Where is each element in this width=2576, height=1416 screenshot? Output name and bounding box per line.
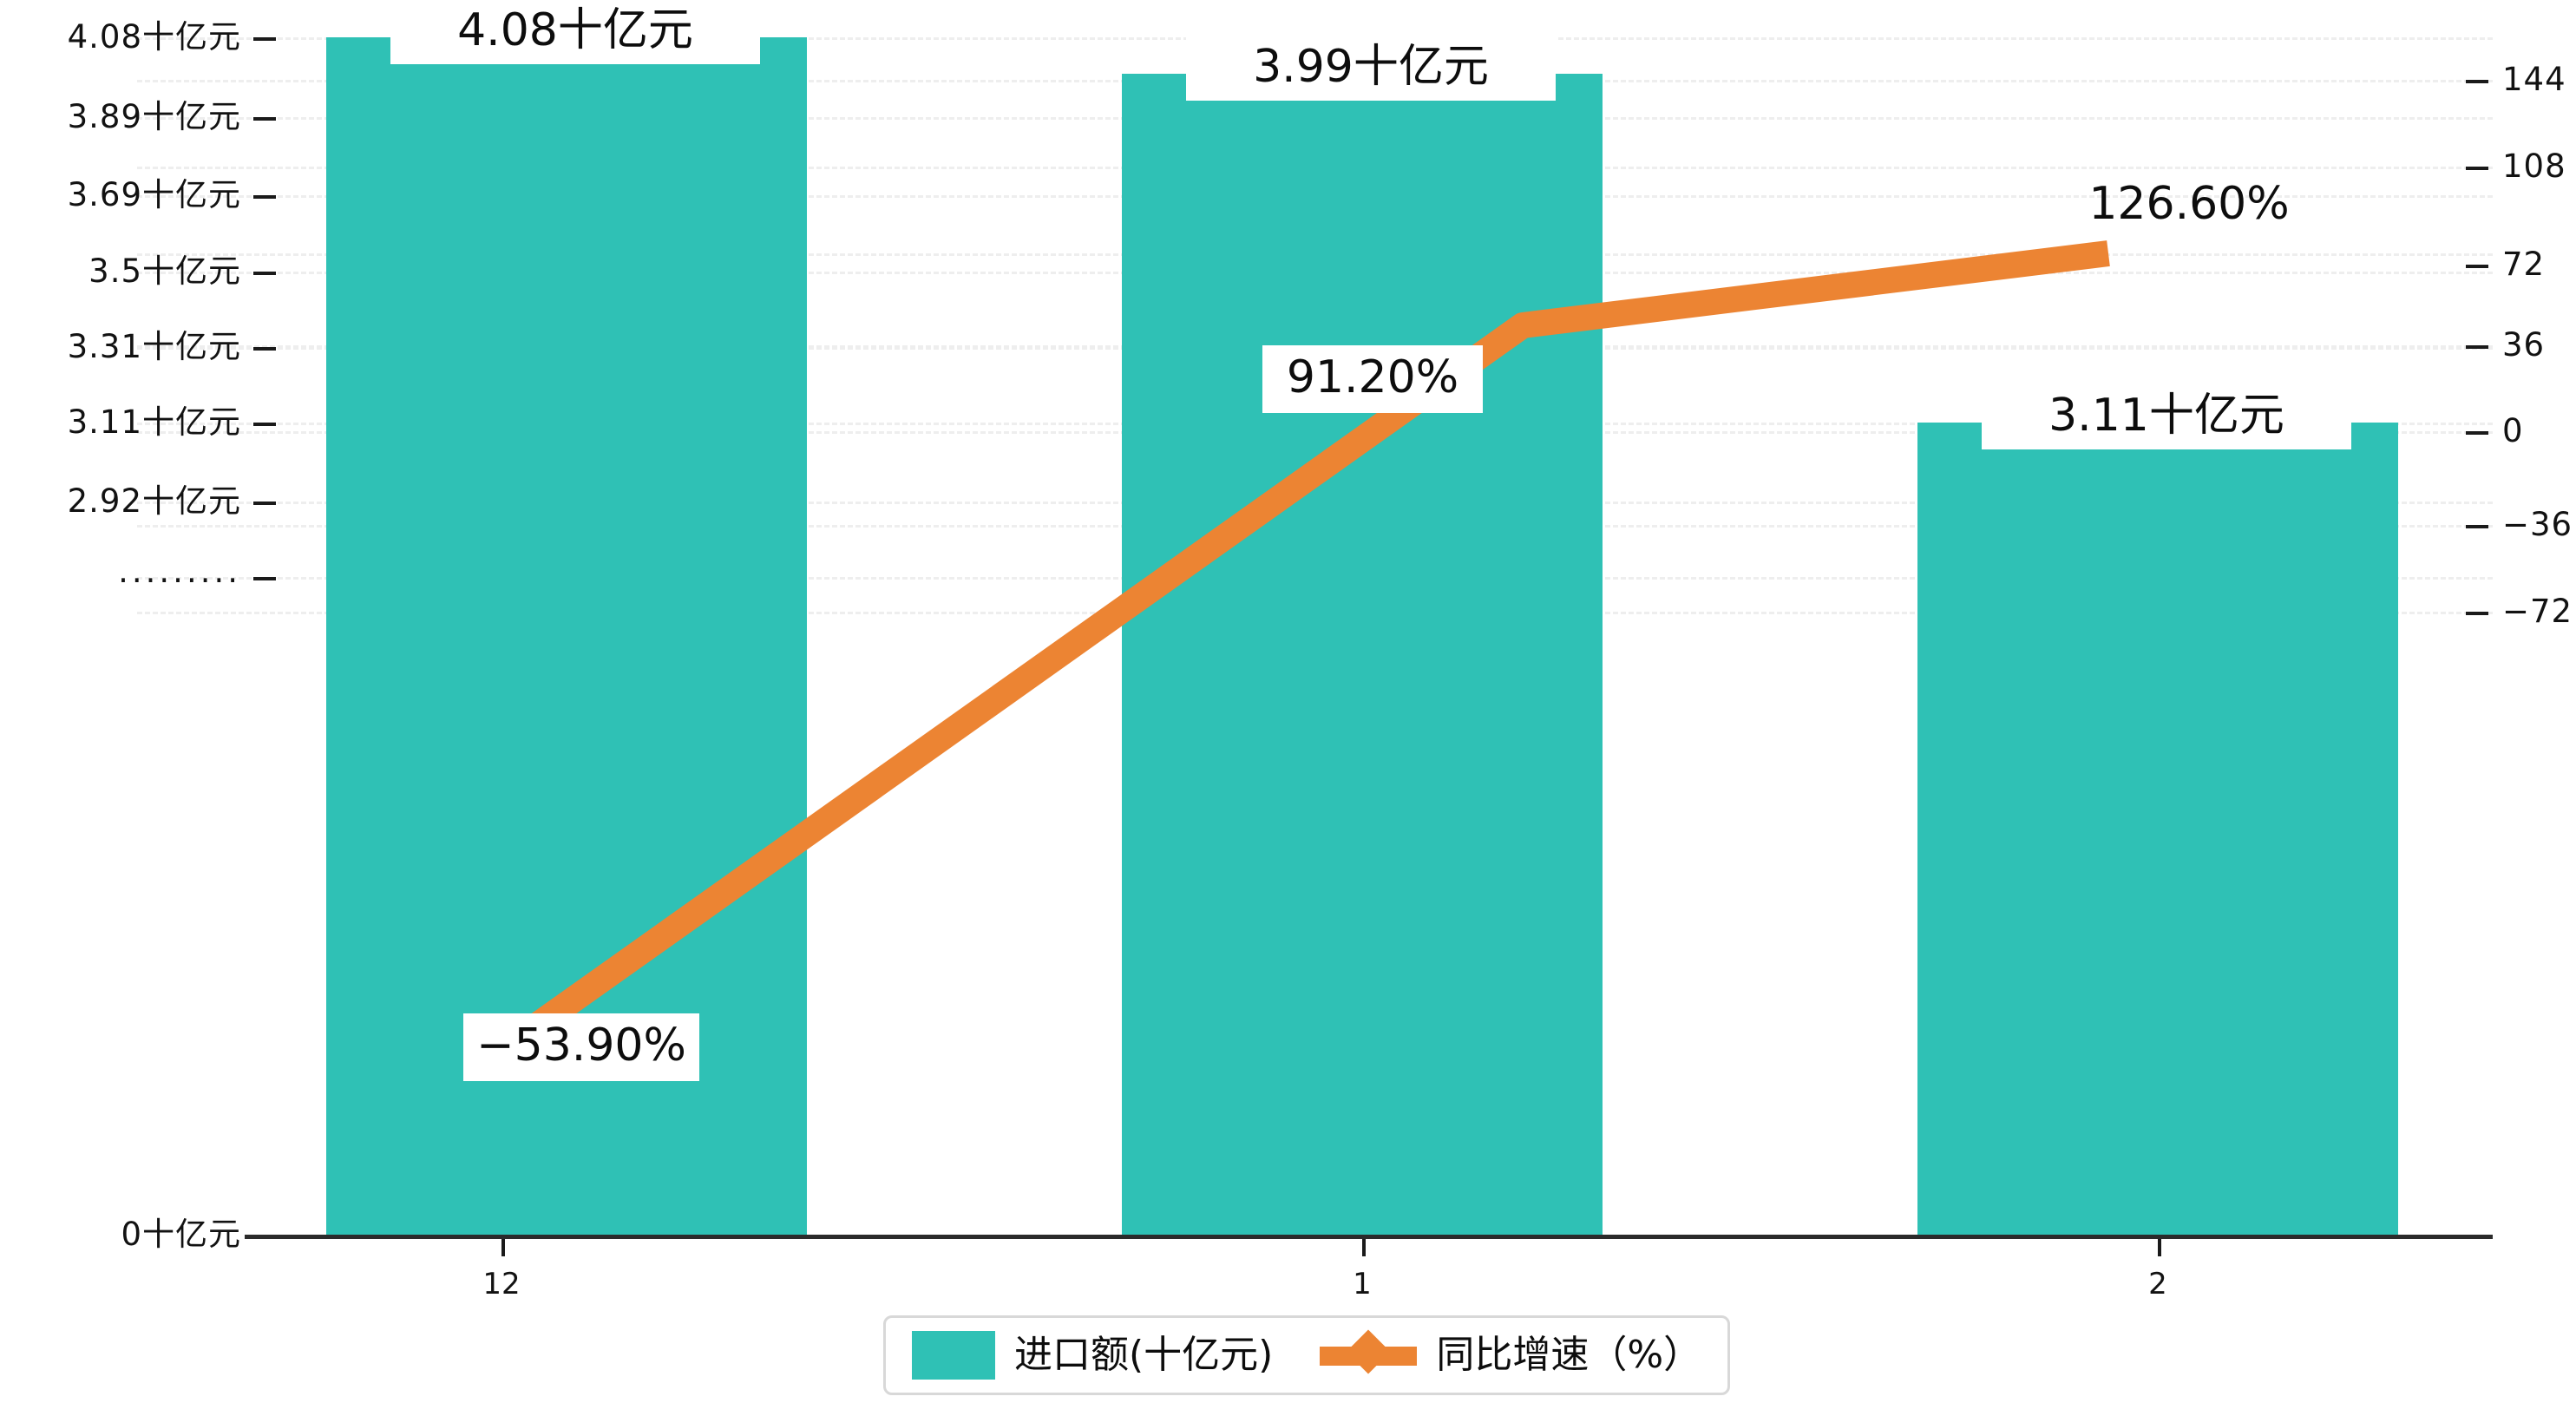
y-axis-right-label: −72 <box>2502 593 2573 630</box>
x-axis-tick <box>501 1239 505 1256</box>
x-axis-label: 12 <box>482 1267 521 1301</box>
y-axis-left-label: 3.89十亿元 <box>67 98 241 135</box>
x-axis-tick <box>1362 1239 1366 1256</box>
y-axis-left-tick <box>253 272 276 275</box>
x-axis-label: 1 <box>1353 1267 1372 1301</box>
line-value-label: −53.90% <box>463 1013 699 1082</box>
y-axis-right-tick <box>2466 345 2488 349</box>
bar-1[interactable] <box>1122 74 1603 1235</box>
y-axis-right-label: 72 <box>2502 246 2546 283</box>
y-axis-right-label: 144 <box>2502 61 2566 98</box>
y-axis-right-tick <box>2466 167 2488 170</box>
y-axis-left-label: 4.08十亿元 <box>67 18 241 56</box>
y-axis-left-tick <box>253 502 276 505</box>
bar-value-label: 3.99十亿元 <box>1186 36 1556 102</box>
y-axis-right-label: 36 <box>2502 326 2546 364</box>
legend-line-diamond-icon <box>1320 1329 1418 1380</box>
y-axis-left-label: 3.69十亿元 <box>67 176 241 213</box>
chart-legend: 进口额(十亿元) 同比增速（%） <box>883 1315 1731 1395</box>
y-axis-right-tick <box>2466 612 2488 615</box>
y-axis-right-tick <box>2466 431 2488 435</box>
legend-bar-swatch-icon <box>912 1331 995 1380</box>
legend-item-import-amount[interactable]: 进口额(十亿元) <box>912 1331 1273 1380</box>
legend-item-label: 进口额(十亿元) <box>1014 1333 1274 1377</box>
bar-value-label: 4.08十亿元 <box>390 0 760 65</box>
legend-item-label: 同比增速（%） <box>1436 1333 1702 1377</box>
y-axis-left-label: 0十亿元 <box>121 1216 241 1253</box>
y-axis-right-label: −36 <box>2502 506 2573 543</box>
y-axis-right-label: 108 <box>2502 148 2566 185</box>
y-axis-left-tick <box>253 347 276 351</box>
y-axis-left-label: 2.92十亿元 <box>67 482 241 520</box>
y-axis-left-label: 3.5十亿元 <box>88 252 241 290</box>
y-axis-right-tick <box>2466 80 2488 83</box>
line-value-label: 126.60% <box>2088 178 2290 230</box>
y-axis-left-tick <box>253 577 276 580</box>
y-axis-left-tick <box>253 37 276 41</box>
x-axis-label: 2 <box>2148 1267 2167 1301</box>
bar-2[interactable] <box>1917 423 2398 1235</box>
y-axis-left-tick <box>253 423 276 426</box>
y-axis-left-label-dotted: ......... <box>118 553 241 590</box>
legend-item-yoy-growth[interactable]: 同比增速（%） <box>1320 1329 1702 1380</box>
y-axis-left-tick <box>253 117 276 121</box>
bar-value-label: 3.11十亿元 <box>1982 385 2351 450</box>
y-axis-right-tick <box>2466 525 2488 528</box>
y-axis-right-label: 0 <box>2502 412 2524 449</box>
y-axis-left-label: 3.11十亿元 <box>67 403 241 441</box>
x-axis-tick <box>2158 1239 2161 1256</box>
y-axis-right-tick <box>2466 265 2488 268</box>
line-value-label: 91.20% <box>1262 345 1483 414</box>
y-axis-left-label: 3.31十亿元 <box>67 328 241 365</box>
y-axis-left-tick <box>253 195 276 199</box>
x-axis-baseline <box>245 1235 2493 1239</box>
